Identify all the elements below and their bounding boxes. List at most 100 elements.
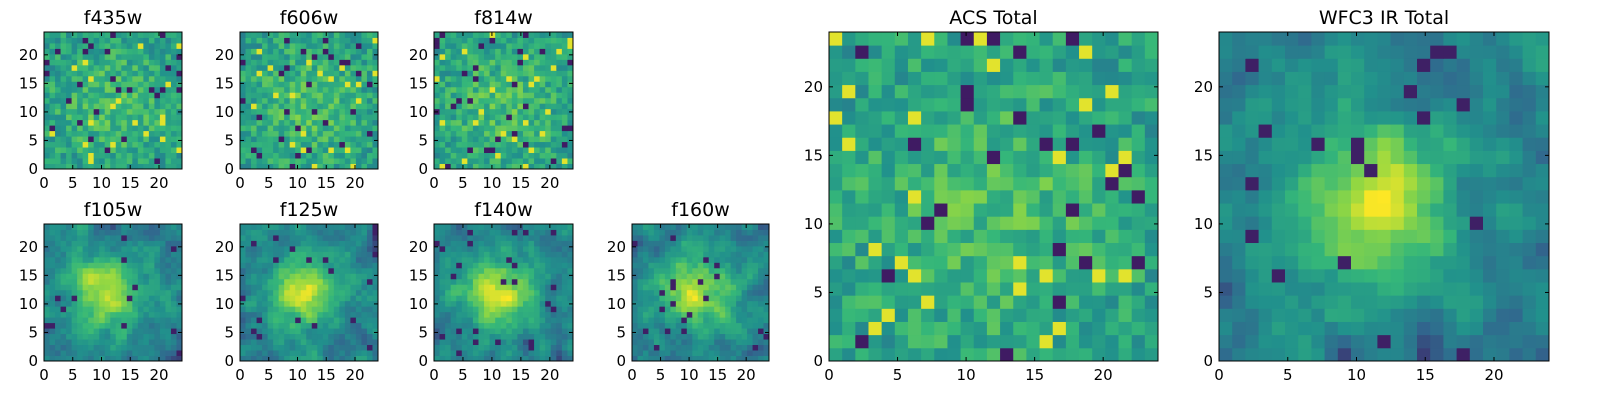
heatmap-cell xyxy=(500,224,507,230)
heatmap-cell xyxy=(132,256,139,263)
heatmap-cell xyxy=(322,130,329,137)
heatmap-cell xyxy=(692,240,699,247)
heatmap-cell xyxy=(60,64,67,71)
heatmap-cell xyxy=(868,268,883,283)
heatmap-cell xyxy=(686,300,693,307)
heatmap-cell xyxy=(747,278,754,285)
heatmap-cell xyxy=(539,245,546,252)
heatmap-cell xyxy=(99,256,106,263)
heatmap-cell xyxy=(703,251,710,258)
heatmap-cell xyxy=(273,141,280,148)
heatmap-cell xyxy=(44,114,50,121)
heatmap-cell xyxy=(262,229,269,236)
heatmap-cell xyxy=(82,163,89,170)
heatmap-cell xyxy=(517,339,524,346)
heatmap-cell xyxy=(49,59,56,66)
heatmap-cell xyxy=(986,321,1001,336)
heatmap-cell xyxy=(478,262,485,269)
heatmap-cell xyxy=(137,322,144,329)
heatmap-cell xyxy=(339,92,346,99)
heatmap-cell xyxy=(511,350,518,356)
heatmap-cell xyxy=(284,92,291,99)
heatmap-cell xyxy=(528,81,535,88)
heatmap-cell xyxy=(165,75,172,82)
heatmap-cell xyxy=(306,328,313,335)
heatmap-cell xyxy=(350,75,357,82)
heatmap-cell xyxy=(1065,295,1080,309)
heatmap-cell xyxy=(489,284,496,291)
heatmap-cell xyxy=(159,278,166,285)
heatmap-cell xyxy=(450,339,457,346)
heatmap-cell xyxy=(60,245,67,252)
heatmap-cell xyxy=(251,86,258,93)
heatmap-cell xyxy=(267,125,274,132)
heatmap-cell xyxy=(472,234,479,241)
heatmap-cell xyxy=(176,295,183,302)
heatmap-cell xyxy=(121,251,128,258)
heatmap-cell xyxy=(495,328,502,335)
heatmap-cell xyxy=(434,75,441,82)
heatmap-cell xyxy=(110,48,117,55)
heatmap-cell xyxy=(686,344,693,351)
heatmap-cell xyxy=(99,158,106,164)
panel-title: f125w xyxy=(280,199,339,221)
heatmap-cell xyxy=(752,273,759,280)
heatmap-cell xyxy=(495,289,502,296)
heatmap-cell xyxy=(697,333,704,340)
heatmap-cell xyxy=(159,86,166,93)
heatmap-cell xyxy=(170,125,177,132)
heatmap-cell xyxy=(322,295,329,302)
heatmap-cell xyxy=(88,333,95,340)
heatmap-cell xyxy=(77,53,84,60)
heatmap-cell xyxy=(44,322,50,329)
heatmap-cell xyxy=(467,262,474,269)
heatmap-cell xyxy=(361,119,368,126)
heatmap-cell xyxy=(472,147,479,154)
heatmap-cell xyxy=(361,224,368,230)
heatmap-cell xyxy=(730,300,737,307)
heatmap-cell xyxy=(289,306,296,313)
heatmap-cell xyxy=(143,339,150,346)
heatmap-cell xyxy=(350,273,357,280)
heatmap-cell xyxy=(522,125,529,132)
heatmap-cell xyxy=(567,158,574,164)
heatmap-cell xyxy=(267,278,274,285)
heatmap-cell xyxy=(148,86,155,93)
heatmap-cell xyxy=(881,347,896,362)
heatmap-cell xyxy=(333,355,340,362)
heatmap-cell xyxy=(675,224,682,230)
heatmap-cell xyxy=(681,273,688,280)
heatmap-cell xyxy=(637,267,644,274)
heatmap-cell xyxy=(148,251,155,258)
heatmap-cell xyxy=(829,176,843,191)
heatmap-cell xyxy=(842,163,856,178)
heatmap-cell xyxy=(539,311,546,318)
heatmap-cell xyxy=(339,42,346,49)
heatmap-cell xyxy=(55,350,62,356)
heatmap-cell xyxy=(681,339,688,346)
heatmap-cell xyxy=(77,295,84,302)
heatmap-cell xyxy=(328,322,335,329)
heatmap-cell xyxy=(71,141,78,148)
heatmap-cell xyxy=(350,311,357,318)
heatmap-cell xyxy=(71,267,78,274)
heatmap-cell xyxy=(632,256,638,263)
heatmap-cell xyxy=(115,53,122,60)
heatmap-cell xyxy=(165,147,172,154)
heatmap-cell xyxy=(960,229,975,244)
heatmap-cell xyxy=(659,234,666,241)
heatmap-cell xyxy=(154,37,161,44)
heatmap-cell xyxy=(450,328,457,335)
heatmap-cell xyxy=(148,339,155,346)
heatmap-cell xyxy=(289,240,296,247)
heatmap-cell xyxy=(561,224,568,230)
heatmap-cell xyxy=(567,141,574,148)
heatmap-cell xyxy=(251,328,258,335)
x-tick-label: 15 xyxy=(511,366,530,384)
heatmap-cell xyxy=(894,203,909,217)
heatmap-cell xyxy=(60,229,67,236)
heatmap-cell xyxy=(445,32,452,38)
x-tick-label: 20 xyxy=(149,366,168,384)
heatmap-cell xyxy=(245,32,252,38)
heatmap-cell xyxy=(708,245,715,252)
